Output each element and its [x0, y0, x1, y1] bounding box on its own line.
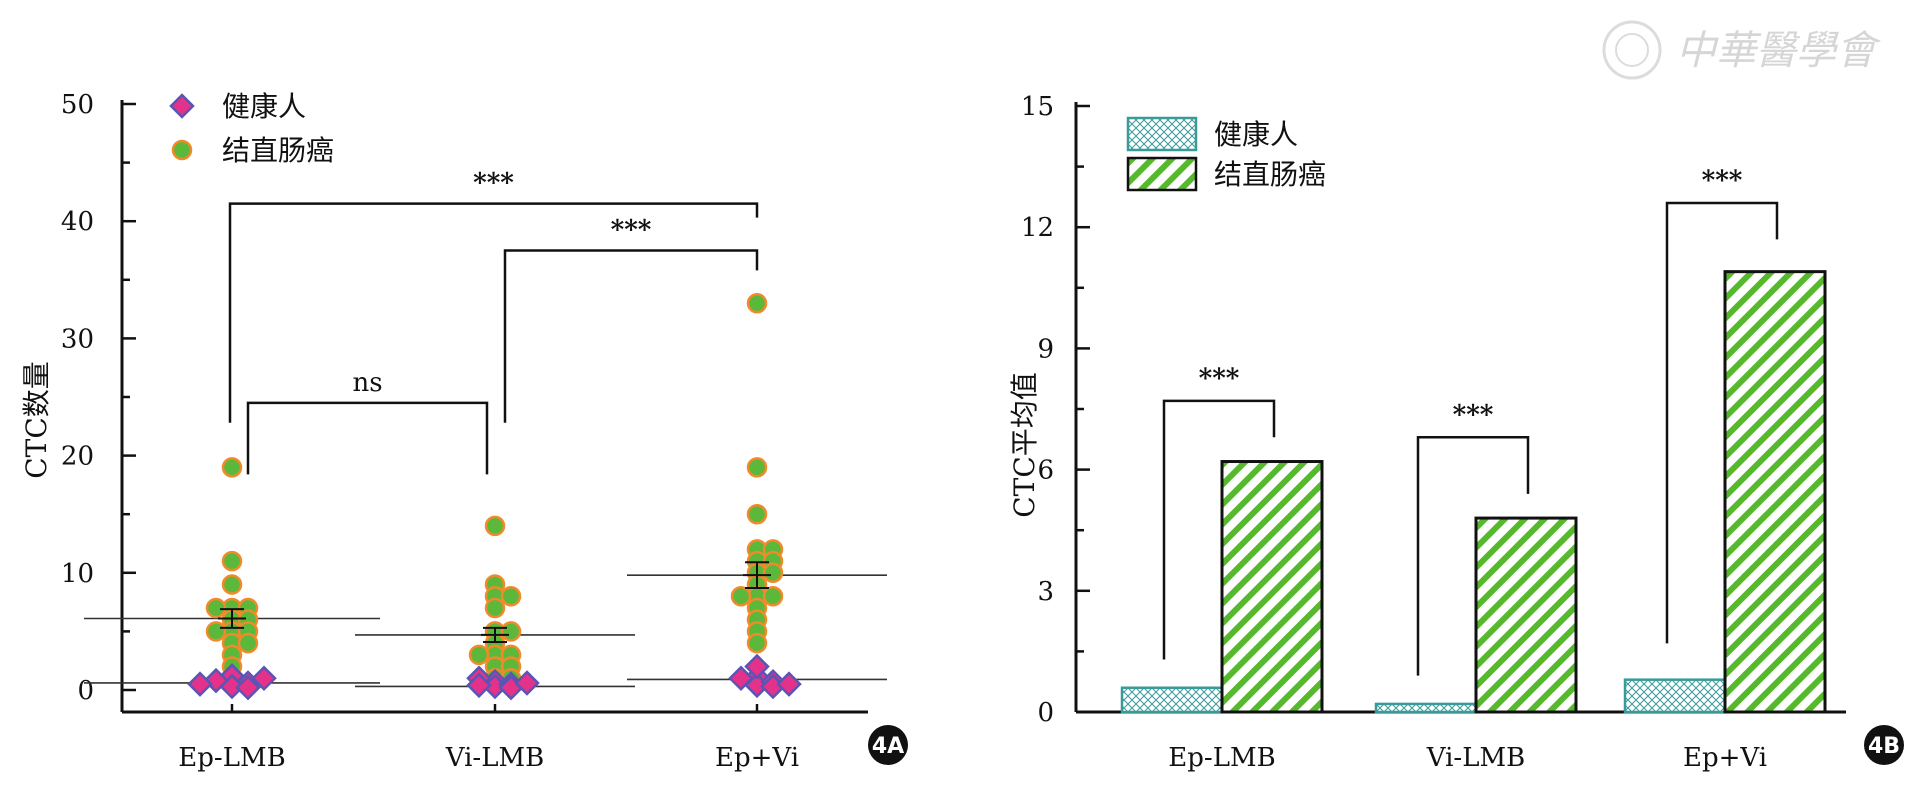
healthy-bar [1120, 686, 1224, 714]
healthy-point [514, 670, 540, 696]
significance-label: ns [352, 368, 382, 398]
healthy-point [728, 665, 754, 692]
watermark-seal-icon [1602, 20, 1662, 80]
crc-point [237, 632, 259, 654]
significance-label: *** [1199, 364, 1240, 394]
y-tick-label: 30 [61, 324, 94, 354]
y-tick-label: 0 [77, 676, 94, 706]
data-points [187, 292, 802, 701]
watermark: 中華醫學會 [1602, 20, 1881, 80]
crc-point [746, 292, 768, 314]
legend-label: 结直肠癌 [222, 134, 334, 167]
y-tick-label: 40 [61, 207, 94, 237]
y-tick-label: 12 [1021, 213, 1054, 243]
significance-label: *** [1702, 166, 1743, 196]
crc-point [484, 597, 506, 619]
y-tick-label: 15 [1021, 92, 1054, 122]
crc-point [500, 621, 522, 642]
crc-bar [1723, 270, 1827, 714]
x-tick-labels: Ep-LMB Vi-LMB Ep+Vi [178, 743, 799, 773]
x-tick-labels: Ep-LMB Vi-LMB Ep+Vi [1168, 743, 1767, 773]
crc-point [746, 457, 768, 478]
crc-point [205, 621, 227, 642]
error-bars [218, 561, 771, 643]
x-tick-label: Vi-LMB [445, 743, 544, 773]
healthy-point [466, 672, 492, 699]
y-tick-label: 20 [61, 442, 94, 472]
x-tick-label: Ep+Vi [1683, 743, 1767, 773]
panel-badge: 4A [868, 725, 908, 765]
legend-label: 结直肠癌 [1214, 158, 1326, 191]
significance-label: *** [1453, 400, 1494, 430]
legend-marker-circle [171, 139, 193, 161]
legend-swatch-crosshatch [1126, 116, 1198, 152]
panel-badge-label: 4B [1868, 734, 1900, 759]
y-tick-labels: 0 3 6 9 12 15 [1021, 92, 1054, 728]
y-tick-label: 0 [1037, 698, 1054, 728]
significance-label: *** [611, 216, 652, 246]
panel-badge-label: 4A [872, 734, 904, 759]
healthy-bar [1623, 678, 1727, 714]
significance-bracket [246, 401, 489, 475]
crc-point [221, 550, 243, 572]
crc-point [762, 562, 784, 584]
significance-bracket [503, 249, 759, 423]
healthy-point [776, 671, 802, 697]
healthy-point [744, 653, 770, 680]
x-tick-label: Ep-LMB [1168, 743, 1275, 773]
legend-marker-diamond [169, 93, 195, 119]
significance-annotations: *** *** *** [1162, 166, 1779, 676]
crc-point [484, 515, 506, 537]
legend-label: 健康人 [1214, 118, 1298, 151]
y-axis-title: CTC数量 [20, 361, 53, 479]
healthy-point [251, 665, 277, 692]
watermark-text: 中華醫學會 [1676, 28, 1881, 74]
healthy-point [235, 674, 261, 701]
y-tick-label: 10 [61, 559, 94, 589]
crc-point [746, 503, 768, 525]
y-tick-label: 3 [1037, 577, 1054, 607]
healthy-bar [1374, 702, 1478, 714]
significance-bracket [228, 202, 759, 423]
y-tick-label: 6 [1037, 456, 1054, 486]
significance-bracket [1665, 201, 1779, 644]
axes [120, 100, 868, 714]
crc-point [762, 585, 784, 607]
crc-point [221, 574, 243, 595]
crc-point [205, 597, 227, 619]
x-tick-label: Ep-LMB [178, 743, 285, 773]
x-tick-label: Ep+Vi [715, 743, 799, 773]
significance-bracket [1416, 436, 1530, 676]
crc-bar [1220, 460, 1324, 714]
crc-point [468, 644, 490, 666]
significance-label: *** [473, 169, 514, 199]
y-tick-label: 9 [1037, 334, 1054, 364]
crc-point [221, 457, 243, 478]
significance-annotations: *** *** ns [228, 169, 759, 475]
bars [1120, 270, 1827, 714]
panel-badge: 4B [1864, 725, 1904, 765]
y-axis-title: CTC平均值 [1008, 372, 1041, 518]
y-tick-label: 50 [61, 90, 94, 120]
significance-bracket [1162, 399, 1276, 660]
crc-point [730, 585, 752, 607]
x-tick-label: Vi-LMB [1426, 743, 1525, 773]
crc-point [500, 585, 522, 607]
crc-point [746, 632, 768, 654]
legend-swatch-diagonal [1126, 156, 1198, 192]
y-tick-labels: 0 10 20 30 40 50 [61, 90, 94, 706]
healthy-point [187, 671, 213, 697]
crc-bar [1474, 516, 1578, 714]
legend-label: 健康人 [222, 90, 306, 123]
